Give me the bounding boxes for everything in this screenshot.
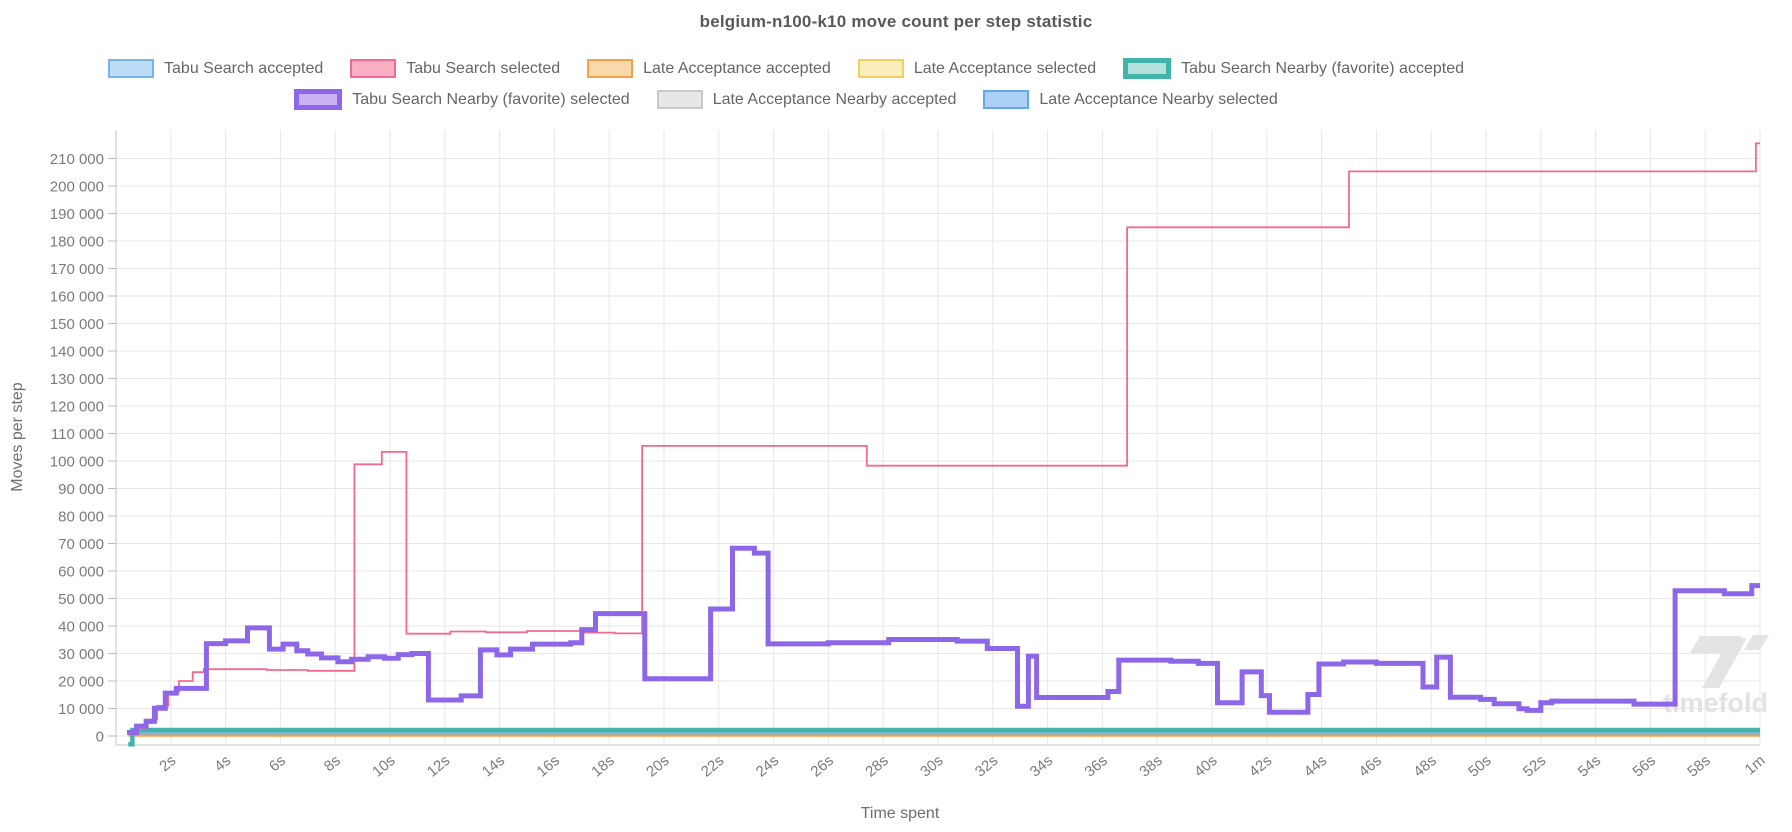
x-tick-label: 6s [266, 752, 289, 775]
legend-label-tsn_accepted: Tabu Search Nearby (favorite) accepted [1181, 59, 1464, 77]
legend-row-2: Tabu Search Nearby (favorite) selected La… [0, 89, 1572, 110]
legend-swatch-ts_selected [350, 59, 397, 78]
y-tick-label: 30 000 [58, 646, 104, 663]
x-tick-label: 44s [1301, 752, 1330, 781]
x-tick-label: 10s [369, 752, 398, 781]
legend-label-ts_selected: Tabu Search selected [406, 59, 561, 77]
y-tick-label: 40 000 [58, 619, 104, 636]
legend-swatch-tsn_selected [294, 89, 343, 110]
x-tick-label: 34s [1027, 752, 1056, 781]
y-tick-label: 210 000 [50, 151, 104, 168]
legend-item-ts_selected: Tabu Search selected [350, 59, 560, 78]
legend-swatch-lan_accepted [656, 90, 703, 109]
x-tick-label: 2s [156, 752, 179, 775]
x-tick-label: 50s [1465, 752, 1494, 781]
x-axis-title: Time spent [861, 805, 940, 822]
legend-label-ts_accepted: Tabu Search accepted [164, 59, 324, 77]
legend-swatch-ts_accepted [108, 59, 155, 78]
legend-label-la_selected: Late Acceptance selected [913, 59, 1097, 77]
legend-item-lan_selected: Late Acceptance Nearby selected [983, 90, 1278, 109]
x-tick-label: 4s [211, 752, 234, 775]
x-tick-label: 48s [1410, 752, 1439, 781]
x-tick-label: 28s [862, 752, 891, 781]
legend-swatch-la_accepted [587, 59, 634, 78]
legend-label-lan_accepted: Late Acceptance Nearby accepted [712, 90, 957, 108]
x-tick-label: 8s [321, 752, 344, 775]
y-tick-label: 50 000 [58, 591, 104, 608]
y-tick-label: 130 000 [50, 371, 104, 388]
y-tick-label: 160 000 [50, 289, 104, 306]
x-tick-label: 56s [1630, 752, 1659, 781]
legend-label-lan_selected: Late Acceptance Nearby selected [1039, 90, 1278, 108]
x-tick-label: 42s [1246, 752, 1275, 781]
x-tick-label: 46s [1356, 752, 1385, 781]
x-tick-label: 36s [1082, 752, 1111, 781]
grid [115, 130, 1761, 746]
x-tick-label: 40s [1191, 752, 1220, 781]
x-tick-label: 18s [588, 752, 617, 781]
y-tick-label: 80 000 [58, 509, 104, 526]
legend-item-lan_accepted: Late Acceptance Nearby accepted [656, 90, 957, 109]
x-tick-label: 32s [972, 752, 1001, 781]
y-tick-label: 90 000 [58, 481, 104, 498]
timefold-logo [1702, 638, 1747, 688]
x-tick-label: 20s [643, 752, 672, 781]
chart-title: belgium-n100-k10 move count per step sta… [699, 12, 1093, 31]
legend-item-la_accepted: Late Acceptance accepted [587, 59, 831, 78]
legend-item-la_selected: Late Acceptance selected [857, 59, 1097, 78]
y-tick-label: 100 000 [50, 454, 104, 471]
x-tick-label: 58s [1684, 752, 1713, 781]
y-tick-label: 60 000 [58, 564, 104, 581]
y-tick-label: 170 000 [50, 261, 104, 278]
legend-item-ts_accepted: Tabu Search accepted [108, 59, 323, 78]
y-tick-label: 140 000 [50, 344, 104, 361]
x-tick-label: 26s [808, 752, 837, 781]
legend-item-tsn_accepted: Tabu Search Nearby (favorite) accepted [1123, 58, 1464, 79]
y-tick-label: 180 000 [50, 234, 104, 251]
legend-swatch-lan_selected [983, 90, 1030, 109]
x-tick-label: 16s [534, 752, 563, 781]
x-tick-label: 22s [698, 752, 727, 781]
y-tick-label: 190 000 [50, 206, 104, 223]
legend-swatch-la_selected [857, 59, 904, 78]
x-tick-label: 38s [1136, 752, 1165, 781]
timefold-watermark-text: timefold [1663, 688, 1768, 718]
y-tick-label: 70 000 [58, 536, 104, 553]
y-tick-label: 150 000 [50, 316, 104, 333]
x-tick-label: 12s [424, 752, 453, 781]
timefold-watermark: timefold [1663, 635, 1769, 718]
y-tick-label: 200 000 [50, 179, 104, 196]
legend-row-1: Tabu Search accepted Tabu Search selected… [0, 58, 1572, 79]
series-tsn_accepted-line [128, 727, 1760, 747]
x-tick-label: 54s [1575, 752, 1604, 781]
y-tick-label: 10 000 [58, 701, 104, 718]
y-tick-label: 20 000 [58, 674, 104, 691]
legend-item-tsn_selected: Tabu Search Nearby (favorite) selected [294, 89, 630, 110]
y-axis-title: Moves per step [9, 382, 26, 491]
y-tick-label: 0 [96, 729, 104, 746]
series-tsn_selected-line [127, 545, 1760, 735]
legend-swatch-tsn_accepted [1123, 58, 1172, 79]
x-tick-label: 1m [1742, 752, 1769, 778]
series-ts_selected-line [128, 142, 1760, 736]
x-tick-label: 30s [917, 752, 946, 781]
x-tick-label: 52s [1520, 752, 1549, 781]
y-tick-label: 110 000 [51, 426, 104, 443]
x-tick-label: 24s [753, 752, 782, 781]
y-tick-label: 120 000 [50, 399, 104, 416]
legend-label-la_accepted: Late Acceptance accepted [643, 59, 831, 77]
legend-label-tsn_selected: Tabu Search Nearby (favorite) selected [352, 90, 630, 108]
x-tick-label: 14s [479, 752, 508, 781]
timefold-logo [1744, 635, 1769, 650]
series-lines [127, 142, 1760, 747]
